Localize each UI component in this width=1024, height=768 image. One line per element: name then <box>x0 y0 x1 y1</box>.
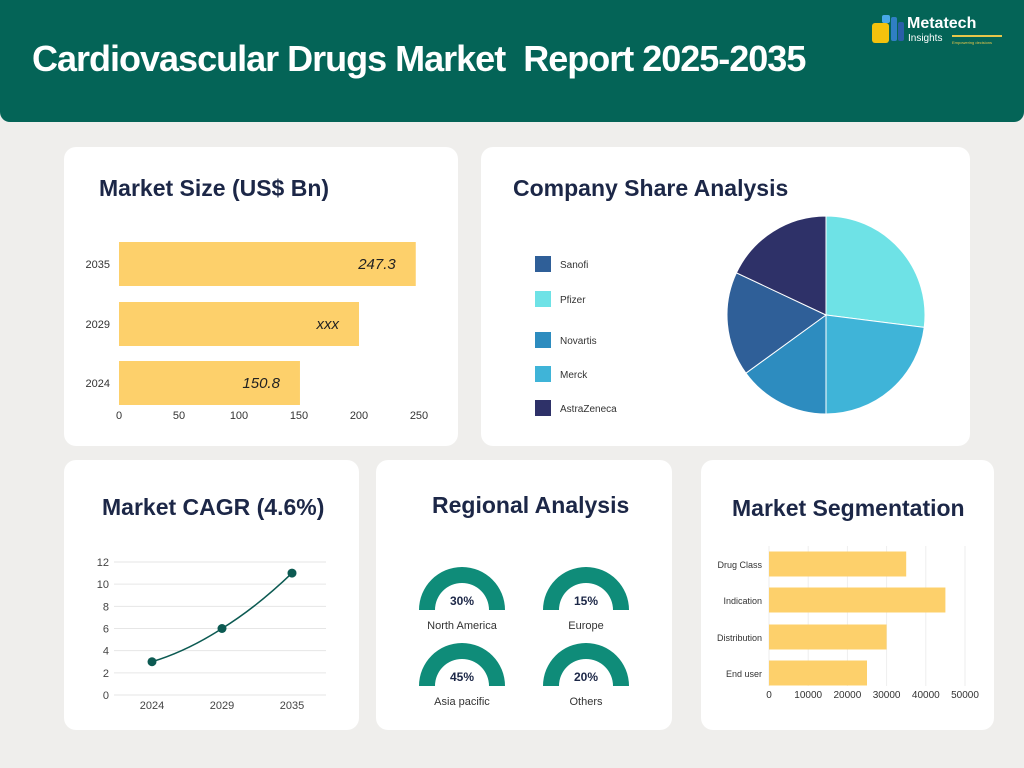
gauge-arc <box>543 643 629 686</box>
data-point <box>147 657 157 667</box>
logo-underline <box>952 35 1002 37</box>
x-tick-label: 2024 <box>140 700 164 712</box>
cagr-title: Market CAGR (4.6%) <box>102 494 325 520</box>
header-banner: Cardiovascular Drugs Market Report 2025-… <box>0 0 1024 122</box>
x-tick-label: 40000 <box>912 690 940 701</box>
bar <box>769 660 867 686</box>
x-tick-label: 2035 <box>280 700 304 712</box>
logo-icon <box>872 15 904 43</box>
segmentation-card: Market Segmentation 0 10000 20000 30000 4000… <box>701 460 994 730</box>
bar <box>769 624 887 650</box>
y-tick-label: Indication <box>723 596 762 606</box>
company-share-chart: Sanofi Pfizer Novartis Merck AstraZeneca <box>535 215 926 416</box>
cagr-card: Market CAGR (4.6%) 0 2 4 6 8 10 12 2024 2029 2035 <box>64 460 359 730</box>
company-share-card: Company Share Analysis Sanofi Pfizer Novar… <box>481 147 970 446</box>
gauge-value: 45% <box>450 670 474 684</box>
legend-swatch <box>535 366 551 382</box>
y-tick-label: 4 <box>103 646 109 658</box>
series-line <box>151 572 293 663</box>
segmentation-chart: 0 10000 20000 30000 40000 50000 Drug Class Indi… <box>717 546 979 701</box>
x-tick-label: 200 <box>350 410 368 422</box>
gauge-label: Europe <box>568 620 603 632</box>
legend-label: AstraZeneca <box>560 404 617 415</box>
market-size-title: Market Size (US$ Bn) <box>99 175 330 201</box>
bar <box>119 302 359 346</box>
logo: Metatech Insights Empowering decisions <box>870 13 1010 49</box>
regional-title: Regional Analysis <box>432 492 630 518</box>
bar <box>769 551 907 577</box>
legend-swatch <box>535 400 551 416</box>
bar <box>119 242 416 286</box>
y-tick-label: 12 <box>97 557 109 569</box>
y-tick-label: Distribution <box>717 633 762 643</box>
gauge-value: 15% <box>574 594 598 608</box>
legend-swatch <box>535 291 551 307</box>
data-label: xxx <box>316 316 340 333</box>
x-tick-label: 50 <box>173 410 185 422</box>
gauge-label: Others <box>569 696 603 708</box>
pie-slice <box>726 272 827 374</box>
legend-swatch <box>535 332 551 348</box>
x-tick-label: 10000 <box>794 690 822 701</box>
cagr-chart: 0 2 4 6 8 10 12 2024 2029 2035 <box>97 557 326 712</box>
gauge-value: 30% <box>450 594 474 608</box>
bar <box>769 587 946 613</box>
legend-label: Sanofi <box>560 260 588 271</box>
data-point <box>287 568 297 578</box>
y-tick-label: 6 <box>103 624 109 636</box>
page-title: Cardiovascular Drugs Market Report 2025-… <box>32 38 806 79</box>
data-point <box>217 624 227 633</box>
y-tick-label: 2024 <box>86 378 110 390</box>
legend-label: Pfizer <box>560 295 586 306</box>
legend-label: Novartis <box>560 336 597 347</box>
pie-slice <box>735 215 827 316</box>
segmentation-title: Market Segmentation <box>732 495 965 521</box>
y-tick-label: 2 <box>103 668 109 680</box>
y-tick-label: 0 <box>103 690 109 702</box>
logo-name: Metatech <box>907 15 977 32</box>
y-tick-label: End user <box>726 669 762 679</box>
x-tick-label: 0 <box>766 690 772 701</box>
x-tick-label: 30000 <box>873 690 901 701</box>
y-tick-label: 10 <box>97 579 109 591</box>
pie-slice <box>825 215 926 328</box>
y-tick-label: 2029 <box>86 319 110 331</box>
x-tick-label: 20000 <box>833 690 861 701</box>
logo-subtitle: Insights <box>908 33 943 44</box>
market-size-chart: 2035 247.3 2029 xxx 2024 150.8 0 50 100 150 200 250 <box>86 242 428 422</box>
y-tick-label: 2035 <box>86 259 110 271</box>
legend-label: Merck <box>560 370 588 381</box>
company-share-title: Company Share Analysis <box>513 175 789 201</box>
x-tick-label: 50000 <box>951 690 979 701</box>
gauge-arc <box>419 567 505 610</box>
data-label: 150.8 <box>242 375 280 392</box>
legend-swatch <box>535 256 551 272</box>
market-size-card: Market Size (US$ Bn) 2035 247.3 2029 xxx 202… <box>64 147 458 446</box>
gauge-label: Asia pacific <box>434 696 490 708</box>
x-tick-label: 250 <box>410 410 428 422</box>
y-tick-label: Drug Class <box>717 560 762 570</box>
pie-slice <box>825 314 925 415</box>
logo-tagline: Empowering decisions <box>952 40 993 45</box>
gauge-arc <box>419 643 505 686</box>
regional-chart: 30% North America 15% Europe 45% Asia pacific… <box>419 567 629 708</box>
x-tick-label: 2029 <box>210 700 234 712</box>
gauge-arc <box>543 567 629 610</box>
gauge-label: North America <box>427 620 498 632</box>
gauge-value: 20% <box>574 670 598 684</box>
data-label: 247.3 <box>357 256 396 273</box>
regional-card: Regional Analysis 30% North America 15% Eur… <box>376 460 672 730</box>
x-tick-label: 150 <box>290 410 308 422</box>
y-tick-label: 8 <box>103 601 109 613</box>
pie-slice <box>745 314 827 415</box>
x-tick-label: 0 <box>116 410 122 422</box>
bar <box>119 361 300 405</box>
x-tick-label: 100 <box>230 410 248 422</box>
